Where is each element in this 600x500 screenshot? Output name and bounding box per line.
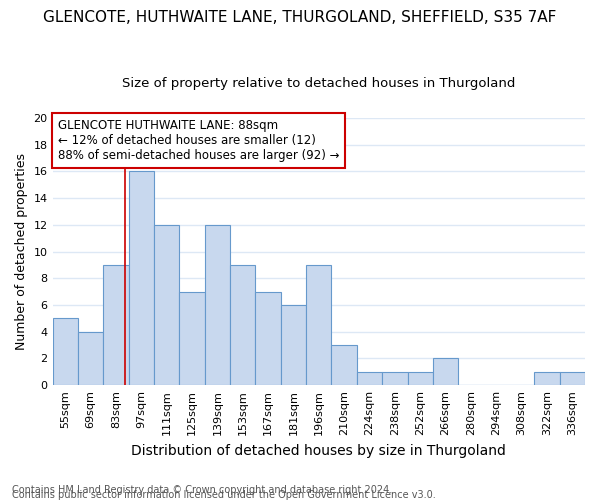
Bar: [103, 265, 128, 385]
Bar: [407, 372, 433, 385]
Bar: [256, 292, 281, 385]
Bar: [433, 358, 458, 385]
Bar: [306, 265, 331, 385]
Bar: [128, 172, 154, 385]
Text: Contains public sector information licensed under the Open Government Licence v3: Contains public sector information licen…: [12, 490, 436, 500]
Bar: [382, 372, 407, 385]
Bar: [534, 372, 560, 385]
Bar: [78, 332, 103, 385]
Bar: [179, 292, 205, 385]
Bar: [230, 265, 256, 385]
Bar: [281, 305, 306, 385]
Text: GLENCOTE HUTHWAITE LANE: 88sqm
← 12% of detached houses are smaller (12)
88% of : GLENCOTE HUTHWAITE LANE: 88sqm ← 12% of …: [58, 120, 340, 162]
Text: Contains HM Land Registry data © Crown copyright and database right 2024.: Contains HM Land Registry data © Crown c…: [12, 485, 392, 495]
Text: GLENCOTE, HUTHWAITE LANE, THURGOLAND, SHEFFIELD, S35 7AF: GLENCOTE, HUTHWAITE LANE, THURGOLAND, SH…: [43, 10, 557, 25]
Bar: [205, 225, 230, 385]
Title: Size of property relative to detached houses in Thurgoland: Size of property relative to detached ho…: [122, 78, 515, 90]
Bar: [560, 372, 585, 385]
Bar: [357, 372, 382, 385]
Bar: [154, 225, 179, 385]
X-axis label: Distribution of detached houses by size in Thurgoland: Distribution of detached houses by size …: [131, 444, 506, 458]
Bar: [53, 318, 78, 385]
Y-axis label: Number of detached properties: Number of detached properties: [15, 153, 28, 350]
Bar: [331, 345, 357, 385]
